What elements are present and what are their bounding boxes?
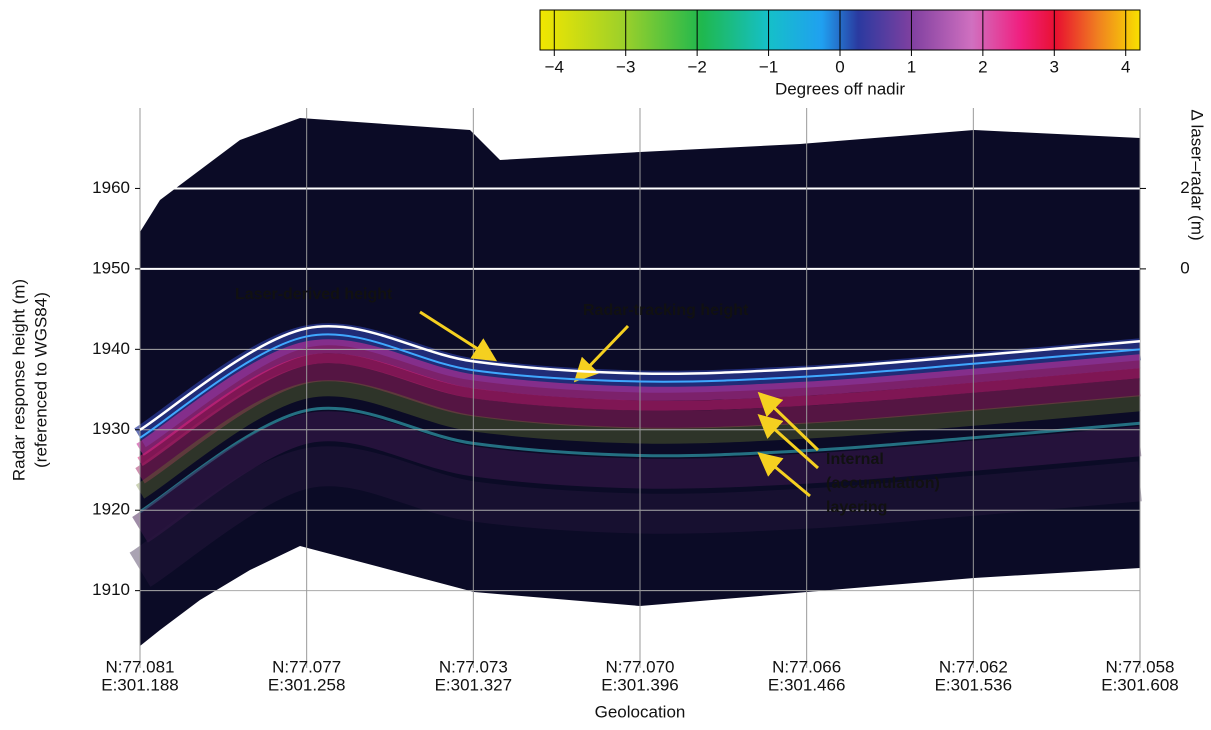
y2-axis-title: Δ laser–radar (m) xyxy=(1188,109,1207,240)
y2-tick-label: 2 xyxy=(1180,178,1189,197)
y-tick-label: 1950 xyxy=(92,258,130,277)
x-tick-label: N:77.077 xyxy=(272,657,341,676)
colorbar-label: Degrees off nadir xyxy=(775,79,905,98)
colorbar-tick-label: 0 xyxy=(835,57,844,76)
colorbar-tick-label: 4 xyxy=(1121,57,1130,76)
y-axis-subtitle: (referenced to WGS84) xyxy=(31,292,50,468)
chart: Radar response height (m) (referenced to… xyxy=(0,0,1211,725)
y2-tick-label: 0 xyxy=(1180,258,1189,277)
y-axis-title: Radar response height (m) xyxy=(9,279,28,481)
x-tick-label: E:301.608 xyxy=(1101,675,1179,694)
colorbar-tick-label: 1 xyxy=(907,57,916,76)
annotation: Laser-derived height xyxy=(235,286,393,303)
x-tick-label: N:77.070 xyxy=(606,657,675,676)
annotation: layering xyxy=(826,499,887,516)
colorbar-tick-label: −2 xyxy=(687,57,706,76)
x-tick-label: N:77.073 xyxy=(439,657,508,676)
annotation: (accumulation) xyxy=(826,475,940,492)
x-tick-label: E:301.466 xyxy=(768,675,846,694)
colorbar-tick-label: −4 xyxy=(545,57,564,76)
x-tick-label: E:301.327 xyxy=(435,675,513,694)
y-tick-label: 1960 xyxy=(92,178,130,197)
y-tick-label: 1940 xyxy=(92,339,130,358)
colorbar-tick-label: 3 xyxy=(1050,57,1059,76)
x-axis-title: Geolocation xyxy=(595,702,686,721)
colorbar-tick-label: 2 xyxy=(978,57,987,76)
x-tick-label: N:77.066 xyxy=(772,657,841,676)
x-tick-label: E:301.188 xyxy=(101,675,179,694)
x-tick-label: N:77.062 xyxy=(939,657,1008,676)
x-tick-label: E:301.258 xyxy=(268,675,346,694)
x-tick-label: E:301.536 xyxy=(935,675,1013,694)
annotation: Internal xyxy=(826,451,884,468)
y-tick-label: 1930 xyxy=(92,419,130,438)
page: Radar response height (m) (referenced to… xyxy=(0,0,1211,730)
colorbar-tick-label: −3 xyxy=(616,57,635,76)
annotation: Radar-tracking height xyxy=(583,302,749,319)
x-tick-label: N:77.058 xyxy=(1106,657,1175,676)
colorbar-tick-label: −1 xyxy=(759,57,778,76)
x-tick-label: N:77.081 xyxy=(106,657,175,676)
y-tick-label: 1910 xyxy=(92,580,130,599)
x-tick-label: E:301.396 xyxy=(601,675,679,694)
y-tick-label: 1920 xyxy=(92,500,130,519)
